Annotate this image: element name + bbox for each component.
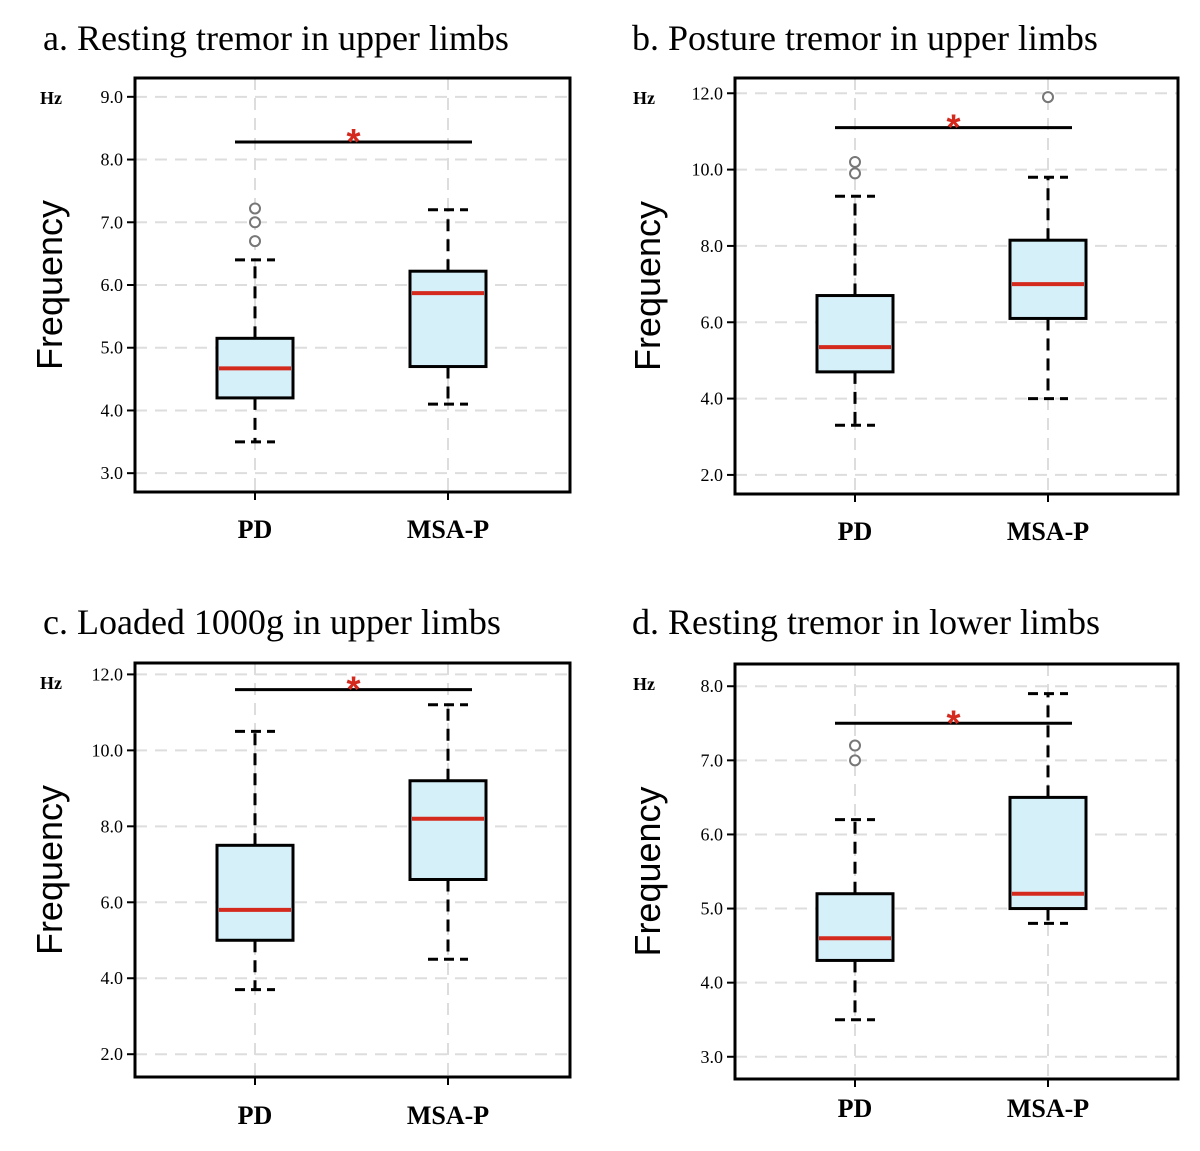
y-tick-label: 3.0 bbox=[101, 463, 124, 483]
y-axis-label: Frequency bbox=[627, 786, 668, 956]
box-msa-p bbox=[408, 703, 488, 961]
category-label: MSA-P bbox=[407, 515, 489, 544]
y-tick-label: 7.0 bbox=[101, 212, 124, 232]
y-tick-label: 3.0 bbox=[701, 1047, 724, 1067]
plot-frame bbox=[133, 661, 572, 1079]
y-tick-label: 2.0 bbox=[101, 1044, 124, 1064]
y-unit-label: Hz bbox=[40, 673, 62, 693]
box-msa-p bbox=[1008, 692, 1088, 925]
category-label: MSA-P bbox=[1007, 517, 1089, 546]
interquartile-box bbox=[215, 843, 295, 942]
interquartile-box bbox=[815, 892, 895, 962]
y-tick-label: 2.0 bbox=[701, 465, 724, 485]
chart-panel-d: d. Resting tremor in lower limbs 3.0 4.0 5.… bbox=[627, 602, 1180, 1123]
box-msa-p bbox=[1008, 91, 1088, 401]
interquartile-box bbox=[1008, 238, 1088, 320]
panel-title: c. Loaded 1000g in upper limbs bbox=[43, 602, 501, 642]
box-pd bbox=[215, 729, 295, 992]
interquartile-box bbox=[815, 294, 895, 374]
panel-title: b. Posture tremor in upper limbs bbox=[632, 18, 1098, 58]
y-tick-label: 12.0 bbox=[692, 83, 724, 103]
significance-star: * bbox=[346, 669, 360, 710]
y-unit-label: Hz bbox=[633, 674, 655, 694]
outlier-point bbox=[249, 216, 261, 229]
y-axis-label: Frequency bbox=[627, 201, 668, 371]
y-tick-label: 6.0 bbox=[101, 892, 124, 912]
outlier-point bbox=[849, 739, 861, 752]
y-tick-label: 10.0 bbox=[92, 740, 124, 760]
box-msa-p bbox=[408, 208, 488, 406]
outlier-point bbox=[849, 167, 861, 180]
significance-star: * bbox=[346, 121, 360, 162]
category-label: PD bbox=[238, 515, 273, 544]
y-axis-label: Frequency bbox=[29, 200, 70, 370]
category-label: PD bbox=[838, 517, 873, 546]
outlier-point bbox=[849, 155, 861, 168]
y-tick-label: 6.0 bbox=[101, 275, 124, 295]
category-label: MSA-P bbox=[1007, 1094, 1089, 1123]
chart-panel-c: c. Loaded 1000g in upper limbs 2.0 4.0 6.0 8… bbox=[29, 602, 572, 1130]
significance-star: * bbox=[946, 702, 960, 743]
y-unit-label: Hz bbox=[633, 88, 655, 108]
y-tick-label: 8.0 bbox=[101, 150, 124, 170]
y-tick-label: 5.0 bbox=[701, 899, 724, 919]
panel-title: a. Resting tremor in upper limbs bbox=[43, 18, 509, 58]
outlier-point bbox=[849, 754, 861, 767]
y-tick-label: 4.0 bbox=[701, 973, 724, 993]
category-label: PD bbox=[838, 1094, 873, 1123]
interquartile-box bbox=[408, 269, 488, 369]
y-tick-label: 8.0 bbox=[701, 676, 724, 696]
y-tick-label: 9.0 bbox=[101, 87, 124, 107]
y-tick-label: 8.0 bbox=[701, 236, 724, 256]
y-unit-label: Hz bbox=[40, 88, 62, 108]
outlier-point bbox=[1042, 91, 1054, 104]
outlier-point bbox=[249, 202, 261, 215]
outlier-point bbox=[249, 235, 261, 248]
y-tick-label: 4.0 bbox=[101, 400, 124, 420]
significance-star: * bbox=[946, 107, 960, 148]
plot-frame bbox=[733, 662, 1180, 1081]
y-tick-label: 12.0 bbox=[92, 664, 124, 684]
y-tick-label: 4.0 bbox=[701, 389, 724, 409]
interquartile-box bbox=[1008, 795, 1088, 911]
box-pd bbox=[815, 155, 895, 427]
y-tick-label: 7.0 bbox=[701, 750, 724, 770]
category-label: MSA-P bbox=[407, 1101, 489, 1130]
y-tick-label: 5.0 bbox=[101, 338, 124, 358]
y-tick-label: 4.0 bbox=[101, 968, 124, 988]
box-pd bbox=[815, 739, 895, 1022]
interquartile-box bbox=[408, 779, 488, 881]
y-tick-label: 6.0 bbox=[701, 312, 724, 332]
panel-title: d. Resting tremor in lower limbs bbox=[632, 602, 1100, 642]
box-pd bbox=[215, 202, 295, 444]
y-tick-label: 8.0 bbox=[101, 816, 124, 836]
chart-panel-a: a. Resting tremor in upper limbs 3.0 4.0 5.… bbox=[29, 18, 572, 544]
y-tick-label: 10.0 bbox=[692, 160, 724, 180]
category-label: PD bbox=[238, 1101, 273, 1130]
y-tick-label: 6.0 bbox=[701, 824, 724, 844]
y-axis-label: Frequency bbox=[29, 785, 70, 955]
chart-panel-b: b. Posture tremor in upper limbs 2.0 4.0 6.… bbox=[627, 18, 1180, 546]
plot-frame bbox=[733, 76, 1180, 496]
